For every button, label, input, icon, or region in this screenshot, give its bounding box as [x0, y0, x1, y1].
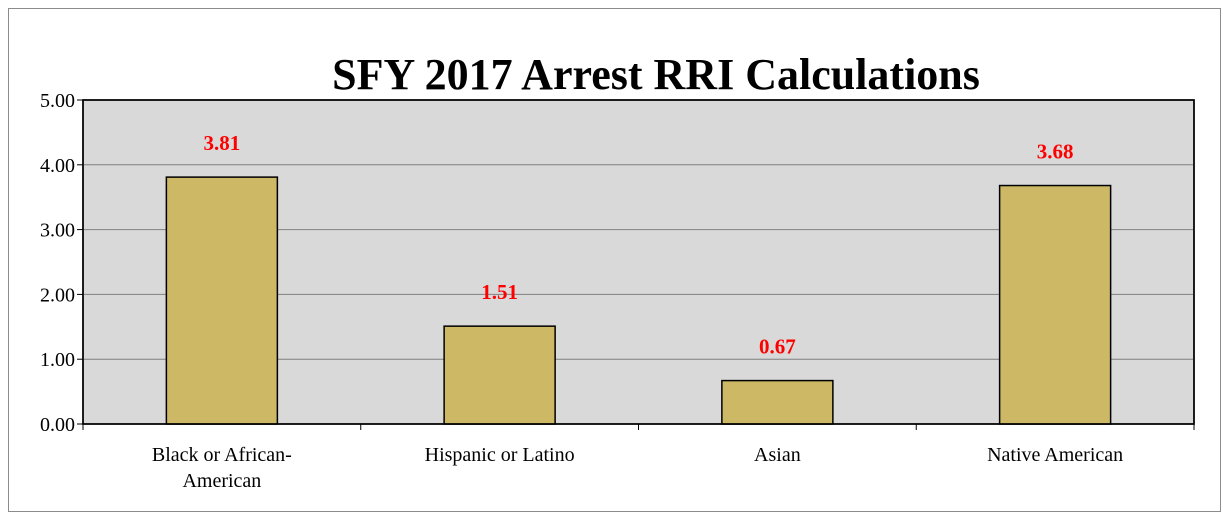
- chart-frame: SFY 2017 Arrest RRI Calculations 0.00 1.0…: [8, 8, 1221, 512]
- y-tick-label: 3.00: [40, 220, 75, 242]
- y-tick-label: 0.00: [40, 414, 75, 436]
- labels: 0.00 1.00 2.00 3.00 4.00 5.00 3.81 Black or Afr…: [40, 90, 1123, 492]
- y-tick-label: 1.00: [40, 349, 75, 371]
- data-label: 0.67: [759, 335, 796, 359]
- bar: [721, 379, 834, 425]
- data-label: 3.81: [204, 131, 241, 155]
- x-category-label: Asian: [754, 444, 801, 466]
- x-category-label: Hispanic or Latino: [425, 444, 575, 466]
- plot-border: [82, 99, 1195, 425]
- axes: [77, 99, 1195, 430]
- arrest-rri-bar-chart: SFY 2017 Arrest RRI Calculations 0.00 1.0…: [40, 50, 1195, 492]
- data-label: 1.51: [481, 280, 518, 304]
- y-tick-label: 2.00: [40, 284, 75, 306]
- x-category-label: Black or African-: [152, 444, 292, 466]
- bar: [998, 184, 1112, 425]
- x-category-label: Native American: [987, 444, 1123, 466]
- y-tick-label: 5.00: [40, 90, 75, 112]
- chart-title: SFY 2017 Arrest RRI Calculations: [332, 50, 980, 99]
- x-category-label: American: [182, 470, 261, 492]
- bar: [165, 176, 279, 425]
- data-label: 3.68: [1037, 140, 1074, 164]
- y-tick-label: 4.00: [40, 155, 75, 177]
- bar: [443, 325, 556, 425]
